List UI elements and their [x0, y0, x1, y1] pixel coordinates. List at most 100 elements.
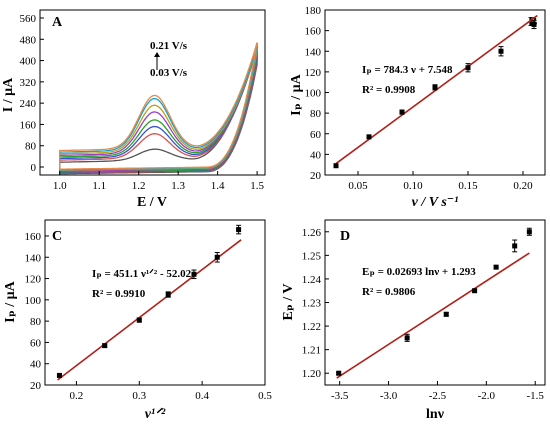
panel-a-x-tick-label: 1.2: [132, 180, 146, 192]
panel-a-y-tick-label: 400: [20, 56, 37, 68]
panel-d-x-tick-label: -2.5: [429, 390, 447, 402]
panel-b-data-point: [498, 48, 504, 54]
panel-c-frame: [44, 219, 266, 386]
scan-rate-arrowhead: [154, 52, 160, 57]
panel-d-y-tick-label: 1.22: [302, 321, 321, 333]
panel-d-equation: Eₚ = 0.02693 lnν + 1.293: [362, 266, 476, 278]
panel-d-r2: R² = 0.9806: [362, 286, 416, 298]
panel-d-y-tick-label: 1.24: [302, 274, 322, 286]
panel-c-r2: R² = 0.9910: [92, 288, 146, 300]
panel-d-x-tick-label: -1.5: [527, 390, 545, 402]
panel-c-x-tick-label: 0.3: [132, 390, 146, 402]
panel-d-label: D: [340, 229, 350, 244]
panel-b-x-tick-label: 0.20: [513, 180, 533, 192]
panel-b-equation: Iₚ = 784.3 ν + 7.548: [362, 64, 453, 76]
panel-d-data-point: [336, 370, 342, 376]
panel-c-y-tick-label: 20: [30, 380, 42, 392]
panel-d-x-tick-label: -2.0: [478, 390, 496, 402]
panel-c-data-point: [102, 343, 108, 349]
panel-c-y-tick-label: 60: [30, 337, 42, 349]
panel-b-data-point: [366, 134, 372, 140]
panel-b-y-tick-label: 140: [305, 46, 322, 58]
panel-a-y-tick-label: 80: [25, 141, 37, 153]
panel-d-x-label: lnν: [426, 407, 445, 422]
panel-c-data-point: [214, 254, 220, 260]
panel-b-x-label: ν / V s⁻¹: [412, 195, 459, 210]
panel-a: A 1.0 1.1 1.2 1.3 1.4 1.5 0 80 160 240 320 400 480 56…: [1, 9, 266, 210]
panel-d-y-tick-label: 1.21: [302, 345, 321, 357]
panel-c-label: C: [52, 229, 62, 244]
panel-c-equation: Iₚ = 451.1 ν¹ᐟ² - 52.02: [92, 268, 192, 280]
cv-curve: [59, 45, 258, 171]
panel-c-y-tick-label: 160: [25, 231, 42, 243]
panel-c-fit-line: [57, 239, 242, 381]
panel-a-x-tick-label: 1.4: [211, 180, 225, 192]
panel-d-y-tick-label: 1.20: [302, 368, 322, 380]
panel-d-x-tick-label: -3.5: [331, 390, 349, 402]
panel-c-plot: 0.2 0.3 0.4 0.5 20 40 60 80 100 120 140 160: [25, 224, 272, 402]
panel-a-y-tick-label: 240: [20, 98, 37, 110]
panel-b-data-point: [399, 109, 405, 115]
panel-c-x-tick-label: 0.2: [70, 390, 84, 402]
panel-b-data-point: [333, 163, 339, 169]
panel-d-data-point: [443, 311, 449, 317]
panel-d-y-tick-label: 1.25: [302, 250, 322, 262]
panel-b-y-tick-label: 160: [305, 26, 322, 38]
panel-a-y-tick-label: 0: [31, 162, 37, 174]
annotation-slow-scan: 0.03 V/s: [150, 67, 188, 79]
panel-c-data-point: [236, 227, 242, 233]
panel-c-x-tick-label: 0.5: [258, 390, 272, 402]
panel-c-y-tick-label: 40: [30, 359, 42, 371]
panel-c-data-point: [136, 317, 142, 323]
panel-a-x-label: E / V: [137, 195, 167, 210]
panel-b-data-point: [531, 21, 537, 27]
panel-c-y-label: Iₚ / μA: [3, 280, 18, 322]
panel-a-x-tick-label: 1.3: [171, 180, 185, 192]
panel-c-x-tick-label: 0.4: [195, 390, 209, 402]
panel-d-data-point: [493, 264, 499, 270]
panel-d-data-point: [526, 229, 532, 235]
panel-c-y-tick-label: 80: [30, 316, 42, 328]
panel-b-x-tick-label: 0.15: [458, 180, 478, 192]
panel-a-y-tick-label: 160: [20, 119, 37, 131]
panel-b-y-tick-label: 40: [310, 149, 322, 161]
panel-d-y-label: Eₚ / V: [281, 283, 296, 320]
panel-a-y-label: I / μA: [1, 77, 16, 112]
panel-d-y-tick-label: 1.23: [302, 298, 322, 310]
panel-a-x-ticks: 1.0 1.1 1.2 1.3 1.4 1.5 0 80 160 240 320 400 480 560: [20, 13, 265, 192]
panel-d-data-point: [472, 288, 478, 294]
panel-b: B 0.050.100.150.202040608010012014016018…: [289, 5, 546, 210]
panel-b-y-label: Iₚ / μA: [289, 73, 304, 115]
panel-d-frame: [324, 219, 546, 386]
panel-a-label: A: [52, 15, 63, 30]
panel-a-x-tick-label: 1.0: [53, 180, 67, 192]
panel-b-y-tick-label: 120: [305, 67, 322, 79]
panel-a-curves: [59, 42, 258, 175]
panel-d-x-tick-label: -3.0: [380, 390, 398, 402]
panel-a-y-tick-label: 320: [20, 77, 37, 89]
panel-b-data-point: [432, 84, 438, 90]
cv-curve: [59, 42, 258, 170]
panel-b-r2: R² = 0.9908: [362, 84, 416, 96]
panel-b-y-tick-label: 180: [305, 5, 322, 17]
panel-d-data-point: [512, 243, 518, 249]
panel-c-data-point: [191, 271, 197, 277]
panel-d-fit-line: [336, 252, 530, 379]
panel-a-y-tick-label: 560: [20, 13, 37, 25]
panel-c-y-tick-label: 100: [25, 295, 42, 307]
panel-b-y-tick-label: 20: [310, 170, 322, 182]
panel-b-x-tick-label: 0.10: [403, 180, 423, 192]
panel-b-data-point: [465, 65, 471, 71]
panel-a-y-tick-label: 480: [20, 34, 37, 46]
panel-c-data-point: [56, 372, 62, 378]
panel-a-x-tick-label: 1.5: [250, 180, 264, 192]
panel-d: D -3.5 -3.0 -2.5 -2.0 -1.5 1.20 1.21 1.22 1.23 1.…: [281, 219, 546, 422]
panel-a-x-tick-label: 1.1: [92, 180, 106, 192]
panel-d-data-point: [404, 335, 410, 341]
panel-c-y-tick-label: 120: [25, 274, 42, 286]
panel-a-frame: [39, 9, 266, 176]
annotation-fast-scan: 0.21 V/s: [150, 40, 188, 52]
panel-b-plot: 0.05 0.10 0.15 0.20 20 40 60 80 100 120 140 160 180: [305, 5, 538, 192]
